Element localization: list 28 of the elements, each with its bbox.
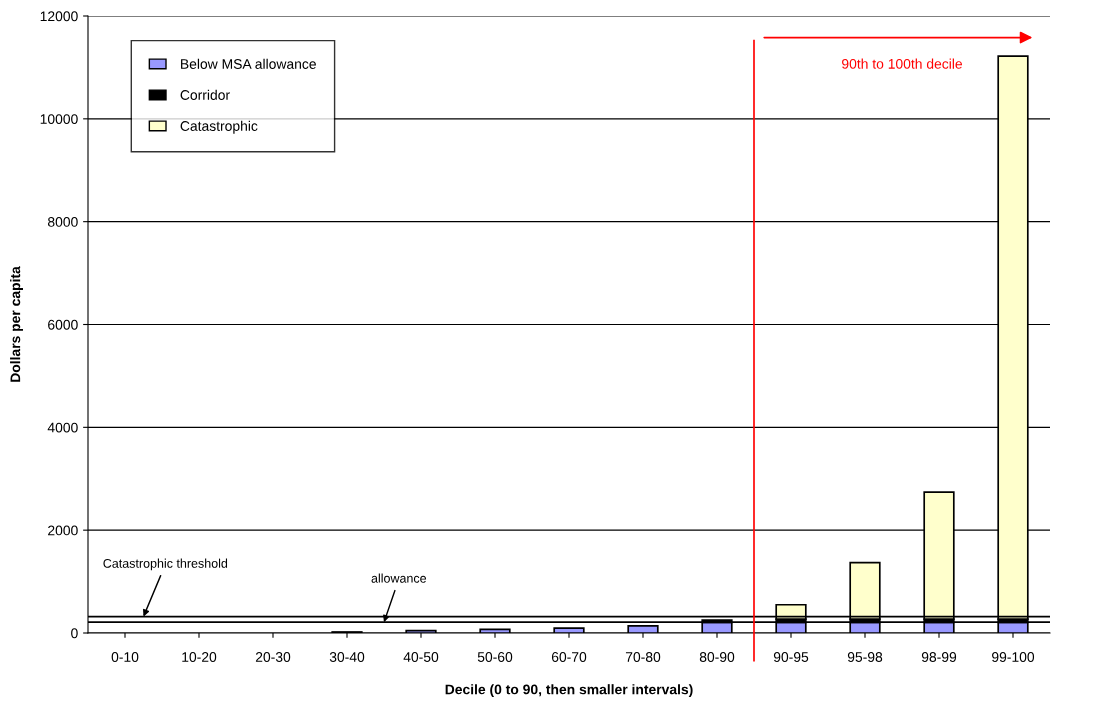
ref-line-label: allowance — [371, 573, 427, 583]
x-tick-label: 20-30 — [255, 652, 291, 662]
x-axis-title: Decile (0 to 90, then smaller intervals) — [445, 684, 693, 698]
x-tick-label: 10-20 — [182, 652, 217, 662]
y-tick-label: 10000 — [40, 114, 78, 124]
y-tick-label: 2000 — [48, 525, 78, 536]
y-tick-label: 12000 — [40, 11, 78, 22]
y-axis-title: Dollars per capita — [10, 266, 23, 382]
y-tick-label: 0 — [71, 628, 78, 639]
ref-line-label: Catastrophic threshold — [103, 558, 228, 571]
y-tick-label: 8000 — [47, 217, 78, 227]
legend-label: Corridor — [180, 89, 230, 100]
x-tick-label: 50-60 — [477, 652, 513, 662]
y-tick-label: 4000 — [47, 422, 78, 433]
legend-label: Catastrophic — [180, 120, 258, 134]
x-tick-label: 30-40 — [329, 652, 365, 662]
x-tick-label: 40-50 — [403, 652, 439, 662]
x-tick-label: 60-70 — [551, 652, 587, 662]
x-tick-label: 0-10 — [111, 652, 139, 662]
x-tick-label: 98-99 — [921, 652, 957, 662]
x-tick-label: 95-98 — [847, 652, 883, 662]
x-tick-label: 80-90 — [699, 652, 735, 662]
x-tick-label: 99-100 — [992, 652, 1035, 662]
x-tick-label: 70-80 — [625, 652, 661, 662]
y-tick-label: 6000 — [48, 319, 78, 330]
legend-label: Below MSA allowance — [181, 58, 316, 69]
ref-line-label: 90th to 100th decile — [842, 58, 963, 69]
x-tick-label: 90-95 — [773, 652, 809, 662]
